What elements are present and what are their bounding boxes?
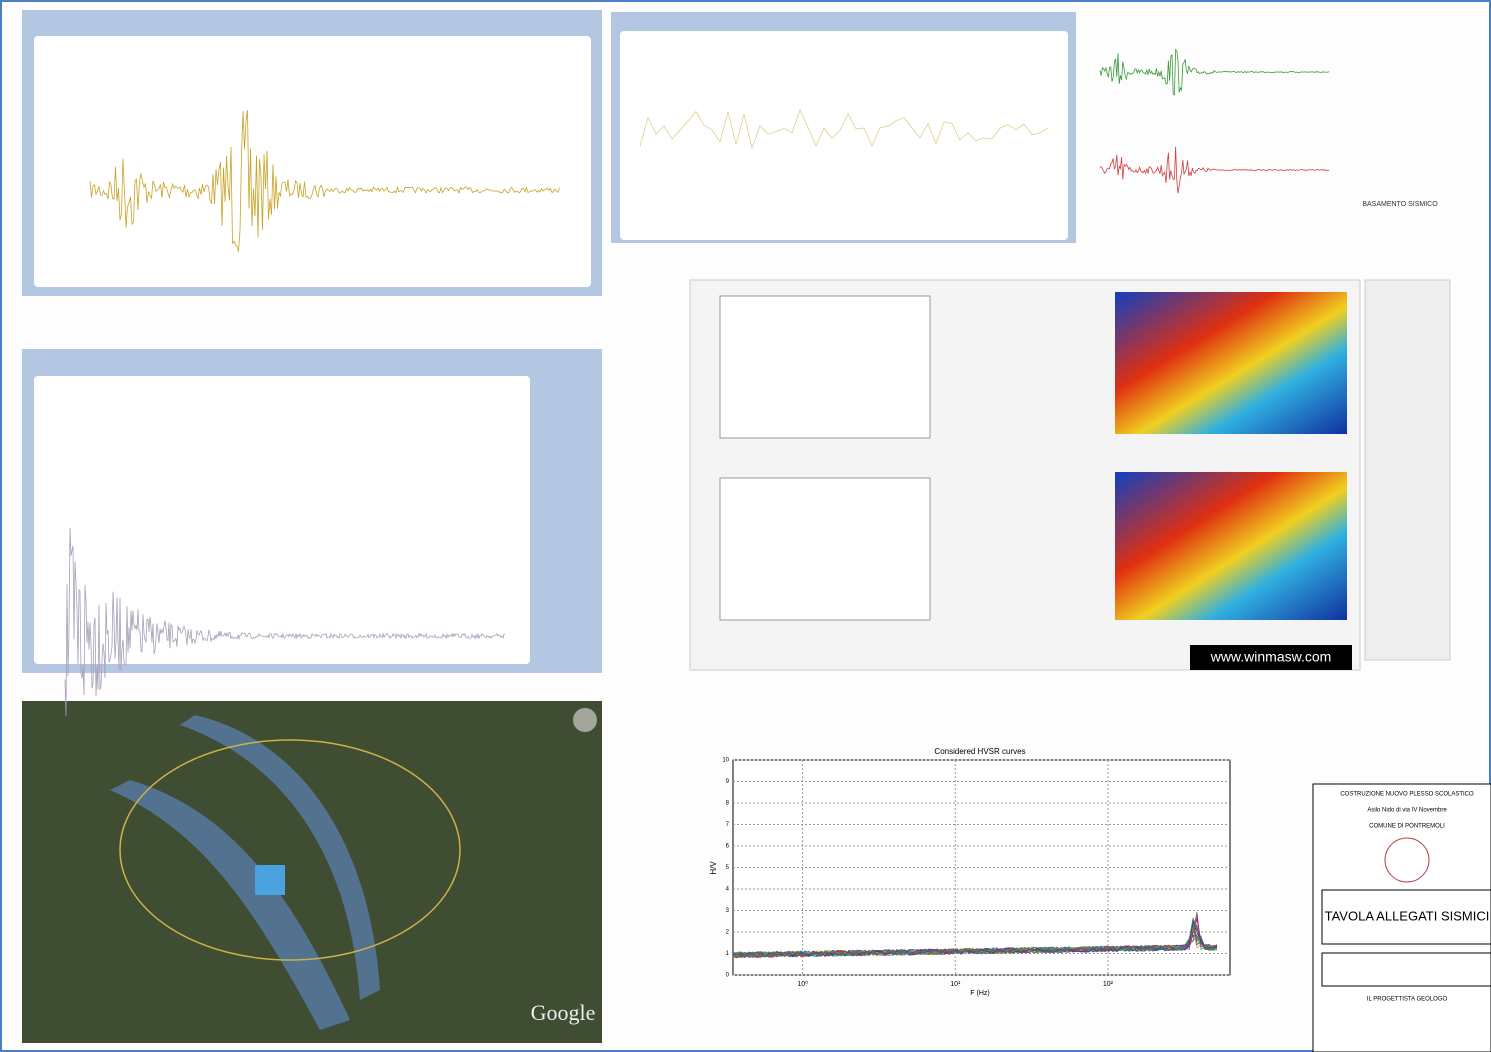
title-line: COSTRUZIONE NUOVO PLESSO SCOLASTICO [1340, 792, 1474, 798]
plot-area [34, 376, 530, 664]
seismogram [720, 478, 930, 620]
y-tick-label: 10 [722, 758, 729, 764]
hvsr-xlabel: F (Hz) [970, 990, 989, 997]
signature: IL PROGETTISTA GEOLOGO [1367, 997, 1448, 1003]
page: Google BASAMENTO SISMICO www.winmasw.com… [0, 0, 1491, 1052]
sheet-title: TAVOLA ALLEGATI SISMICI [1325, 908, 1490, 923]
map-logo: Google [531, 1000, 596, 1025]
dispersion-image [1115, 472, 1347, 620]
winmasw-logo: www.winmasw.com [1210, 649, 1332, 665]
title-line: Asilo Nido di via IV Novembre [1367, 808, 1447, 814]
hvsr-title: Considered HVSR curves [934, 747, 1025, 756]
hvsr-chart: 01234567891010⁰10¹10² [722, 758, 1230, 988]
title-line: COMUNE DI PONTREMOLI [1369, 824, 1445, 830]
seismogram [720, 296, 930, 438]
x-tick-label: 10⁰ [797, 980, 808, 988]
x-tick-label: 10¹ [950, 981, 961, 988]
plot-area [34, 36, 591, 287]
settings-panel [1365, 280, 1450, 660]
basement-label: BASAMENTO SISMICO [1362, 201, 1438, 208]
dispersion-image [1115, 292, 1347, 434]
map-control[interactable] [573, 708, 597, 732]
plot-area [620, 31, 1068, 240]
hvsr-ylabel: H/V [709, 861, 718, 875]
map-icon [255, 865, 285, 895]
x-tick-label: 10² [1103, 981, 1114, 988]
